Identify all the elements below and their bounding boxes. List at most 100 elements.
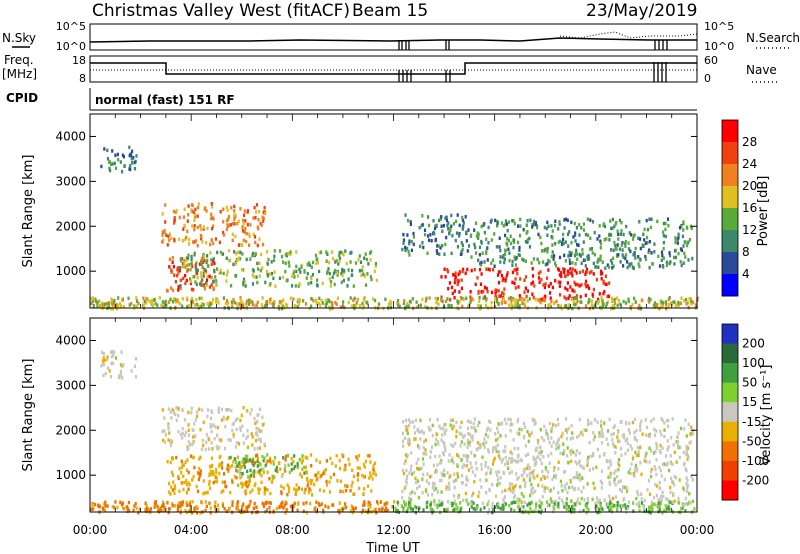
heatmap-cell [514,286,517,290]
heatmap-cell [310,280,313,285]
heatmap-cell [199,282,202,286]
heatmap-cell [566,288,569,292]
heatmap-cell [494,305,497,309]
heatmap-cell [349,296,352,300]
heatmap-cell [508,303,511,308]
heatmap-cell [531,225,534,229]
heatmap-cell [472,426,476,430]
heatmap-cell [285,501,288,505]
heatmap-cell [453,507,456,511]
freq-label-line2: [MHz] [2,67,37,81]
heatmap-cell [401,468,405,473]
heatmap-cell [261,296,264,300]
heatmap-cell [674,237,677,241]
heatmap-cell [557,240,560,244]
heatmap-cell [551,285,554,290]
heatmap-cell [456,245,460,249]
heatmap-cell [216,503,219,508]
heatmap-cell [661,264,664,268]
heatmap-cell [515,298,518,302]
heatmap-cell [209,416,213,421]
heatmap-cell [532,280,535,284]
heatmap-cell [637,255,640,259]
heatmap-cell [542,283,545,287]
heatmap-cell [172,300,175,304]
heatmap-cell [418,506,421,510]
heatmap-cell [183,433,186,438]
heatmap-cell [617,467,620,472]
heatmap-cell [289,250,292,254]
heatmap-cell [576,242,579,247]
heatmap-cell [611,304,614,308]
heatmap-cell [435,432,439,437]
heatmap-cell [126,509,129,513]
heatmap-cell [631,303,634,307]
heatmap-cell [611,266,614,270]
heatmap-cell [248,502,251,507]
heatmap-cell [616,475,619,479]
heatmap-cell [421,214,424,218]
heatmap-cell [456,471,459,476]
heatmap-cell [177,475,180,479]
heatmap-cell [230,408,233,413]
heatmap-cell [311,493,314,497]
heatmap-cell [253,483,256,488]
heatmap-cell [315,473,318,477]
heatmap-cell [498,245,501,249]
heatmap-cell [644,454,647,459]
heatmap-cell [167,426,170,431]
heatmap-cell [575,294,578,298]
heatmap-cell [415,461,418,465]
heatmap-cell [497,437,500,441]
heatmap-cell [347,300,350,305]
heatmap-cell [419,418,422,423]
heatmap-cell [181,463,184,467]
heatmap-cell [558,239,562,244]
heatmap-cell [474,282,477,287]
heatmap-cell [231,480,234,484]
heatmap-cell [465,230,468,234]
heatmap-cell [408,239,411,243]
heatmap-cell [521,473,524,478]
heatmap-cell [556,417,559,422]
heatmap-cell [671,417,674,421]
heatmap-cell [552,423,555,427]
heatmap-cell [588,306,591,311]
heatmap-cell [360,273,363,278]
heatmap-cell [619,260,622,264]
heatmap-cell [204,447,207,452]
heatmap-cell [470,297,473,301]
heatmap-cell [236,250,239,255]
heatmap-cell [383,509,386,513]
heatmap-cell [239,250,242,255]
heatmap-cell [316,260,319,265]
heatmap-cell [642,232,645,237]
heatmap-cell [559,280,562,285]
heatmap-cell [503,260,506,265]
heatmap-cell [212,279,215,283]
heatmap-cell [560,242,564,246]
heatmap-cell [264,304,267,308]
heatmap-cell [597,297,600,302]
heatmap-cell [673,474,676,479]
heatmap-cell [454,275,457,279]
heatmap-cell [560,306,563,311]
heatmap-cell [655,441,658,446]
heatmap-cell [482,223,485,227]
heatmap-cell [401,247,404,252]
heatmap-cell [447,481,451,486]
heatmap-cell [183,261,186,265]
heatmap-cell [198,407,201,411]
heatmap-cell [419,303,422,307]
heatmap-cell [546,262,549,266]
heatmap-cell [501,489,504,494]
heatmap-cell [564,428,568,432]
heatmap-cell [486,246,489,250]
heatmap-cell [422,452,425,456]
heatmap-cell [466,500,469,504]
heatmap-cell [566,490,569,495]
heatmap-cell [564,487,567,491]
heatmap-cell [655,429,658,433]
heatmap-cell [171,488,174,492]
